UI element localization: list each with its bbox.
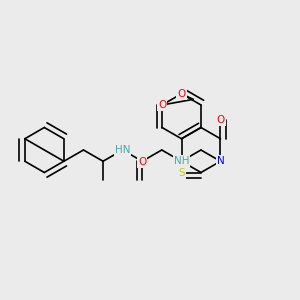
Text: O: O bbox=[158, 100, 166, 110]
Text: N: N bbox=[217, 156, 224, 166]
Text: O: O bbox=[216, 115, 225, 124]
Text: O: O bbox=[138, 157, 146, 166]
Text: NH: NH bbox=[174, 156, 189, 166]
Text: S: S bbox=[178, 167, 185, 178]
Text: HN: HN bbox=[115, 145, 130, 155]
Text: O: O bbox=[177, 89, 186, 99]
